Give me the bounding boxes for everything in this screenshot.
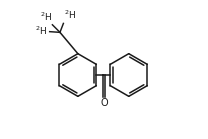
- Text: O: O: [100, 98, 108, 108]
- Text: $^{2}$H: $^{2}$H: [40, 10, 52, 23]
- Text: $^{2}$H: $^{2}$H: [64, 9, 76, 21]
- Text: $^{2}$H: $^{2}$H: [35, 25, 48, 37]
